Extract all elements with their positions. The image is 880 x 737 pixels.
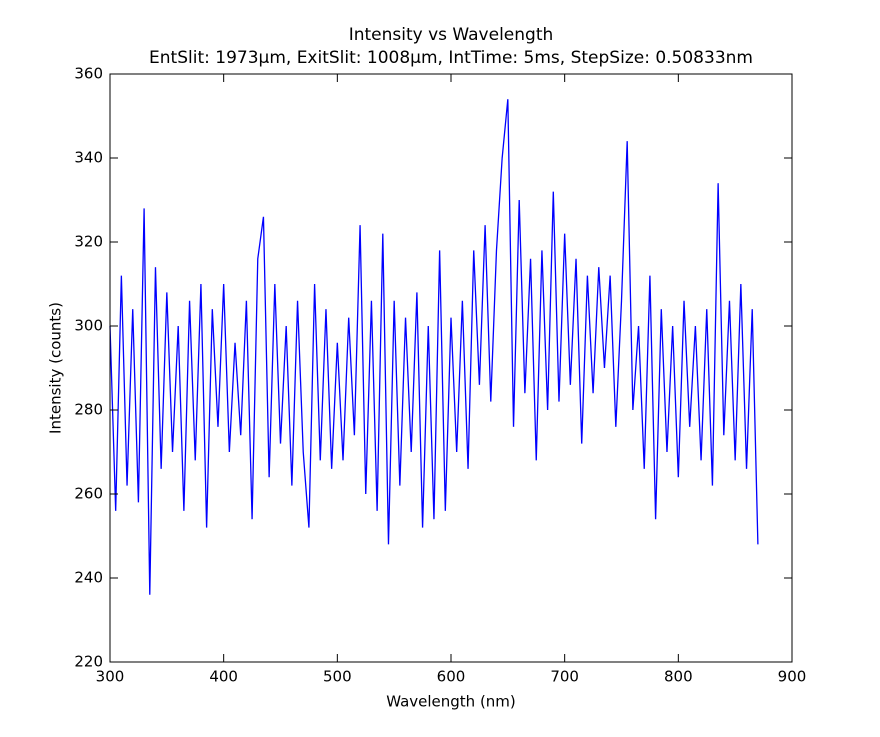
chart-subtitle: EntSlit: 1973μm, ExitSlit: 1008μm, IntTi…: [149, 48, 753, 68]
x-tick-label: 800: [664, 668, 693, 686]
x-tick-label: 900: [778, 668, 807, 686]
x-tick-label: 400: [209, 668, 238, 686]
y-tick-label: 360: [74, 65, 103, 83]
y-tick-label: 300: [74, 317, 103, 335]
plot-frame: [109, 73, 793, 663]
y-tick-label: 260: [74, 485, 103, 503]
x-tick-label: 300: [96, 668, 125, 686]
y-tick-label: 340: [74, 149, 103, 167]
y-tick-label: 280: [74, 401, 103, 419]
y-tick-label: 220: [74, 653, 103, 671]
chart-title: Intensity vs Wavelength: [349, 25, 554, 45]
x-tick-label: 700: [550, 668, 579, 686]
x-axis-label: Wavelength (nm): [386, 693, 516, 711]
y-tick-label: 320: [74, 233, 103, 251]
x-tick-label: 500: [323, 668, 352, 686]
y-tick-label: 240: [74, 569, 103, 587]
x-tick-label: 600: [437, 668, 466, 686]
y-axis-label: Intensity (counts): [47, 302, 65, 434]
data-line: [109, 99, 759, 595]
